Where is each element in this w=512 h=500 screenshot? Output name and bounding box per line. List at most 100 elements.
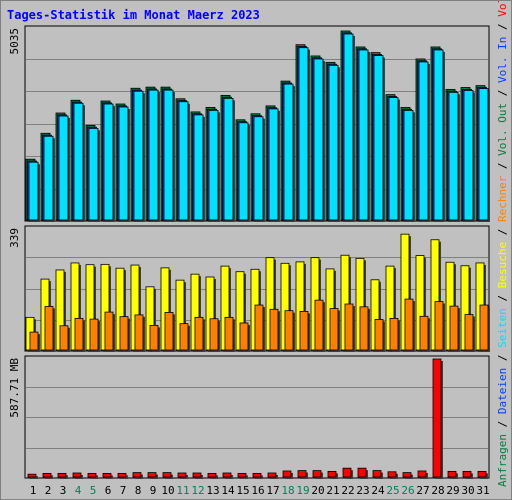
x-tick-label: 17 <box>266 484 279 497</box>
bar-rechner <box>134 314 144 351</box>
bar-volumen <box>102 472 112 478</box>
bar-seiten <box>313 58 324 221</box>
legend-label: Anfragen / Dateien / Seiten / Besuche / … <box>496 1 509 487</box>
legend-entry: / <box>496 83 509 103</box>
bar-volumen <box>297 470 307 478</box>
bar-seiten <box>358 49 369 221</box>
bar-rechner <box>449 305 459 351</box>
bar-volumen <box>342 467 352 478</box>
x-tick-label: 24 <box>371 484 385 497</box>
bar-seiten <box>208 109 219 221</box>
bar-seiten <box>448 91 459 221</box>
x-tick-label: 22 <box>341 484 354 497</box>
bar-seiten <box>373 55 384 221</box>
legend-entry: Vol. In <box>496 37 509 83</box>
bar-volumen <box>132 472 142 478</box>
bar-rechner <box>149 325 159 351</box>
x-tick-label: 7 <box>120 484 127 497</box>
bar-volumen <box>207 472 217 478</box>
bar-volumen <box>72 472 82 478</box>
x-tick-label: 5 <box>90 484 97 497</box>
bar-volumen <box>282 470 292 478</box>
bar-volumen <box>267 472 277 478</box>
bar-seiten <box>283 83 294 221</box>
bar-rechner <box>104 311 114 351</box>
bar-volumen <box>387 471 397 478</box>
bar-volumen <box>252 472 262 478</box>
bar-seiten <box>298 47 309 221</box>
bar-volumen <box>177 472 187 478</box>
bar-seiten <box>343 33 354 221</box>
x-tick-label: 6 <box>105 484 112 497</box>
bar-rechner <box>299 310 309 351</box>
x-tick-label: 4 <box>75 484 82 497</box>
bar-seiten <box>163 89 174 221</box>
bar-rechner <box>269 308 279 351</box>
bar-seiten <box>478 88 489 221</box>
bar-volumen <box>312 470 322 478</box>
x-tick-label: 13 <box>206 484 219 497</box>
x-tick-label: 3 <box>60 484 67 497</box>
x-tick-label: 9 <box>150 484 157 497</box>
bar-volumen <box>57 472 67 478</box>
bar-seiten <box>58 115 69 221</box>
legend-entry: / <box>496 414 509 434</box>
bar-seiten <box>418 61 429 221</box>
bar-rechner <box>89 318 99 351</box>
bar-volumen <box>192 472 202 478</box>
bar-rechner <box>164 312 174 351</box>
bar-rechner <box>464 314 474 351</box>
x-tick-label: 23 <box>356 484 369 497</box>
x-tick-label: 15 <box>236 484 249 497</box>
bar-volumen <box>357 467 367 478</box>
bar-rechner <box>239 322 249 351</box>
bar-volumen <box>87 472 97 478</box>
bar-rechner <box>179 323 189 351</box>
bar-rechner <box>359 306 369 351</box>
bar-rechner <box>419 315 429 351</box>
bar-seiten <box>118 106 129 221</box>
bar-volumen <box>27 473 37 478</box>
legend-entry: / <box>496 17 509 37</box>
legend-entry: / <box>496 348 509 368</box>
x-tick-label: 19 <box>296 484 309 497</box>
bar-seiten <box>463 90 474 221</box>
bar-seiten <box>178 101 189 221</box>
bar-rechner <box>389 318 399 351</box>
x-tick-label: 20 <box>311 484 324 497</box>
x-tick-label: 14 <box>221 484 235 497</box>
bar-volumen <box>447 470 457 478</box>
bar-volumen <box>147 472 157 478</box>
bar-rechner <box>209 318 219 351</box>
x-tick-label: 30 <box>461 484 474 497</box>
bar-seiten <box>73 102 84 221</box>
bar-rechner <box>59 325 69 351</box>
legend-entry: Anfragen <box>496 434 509 487</box>
x-tick-label: 18 <box>281 484 294 497</box>
bar-seiten <box>88 128 99 221</box>
legend-entry: / <box>496 156 509 176</box>
legend-entry: Volumen <box>496 1 509 17</box>
bar-seiten <box>253 116 264 221</box>
x-tick-label: 12 <box>191 484 204 497</box>
x-tick-label: 31 <box>476 484 489 497</box>
bar-seiten <box>223 97 234 221</box>
bar-volumen <box>402 472 412 478</box>
bar-seiten <box>103 103 114 221</box>
bar-volumen-shadow <box>30 476 38 479</box>
x-tick-label: 11 <box>176 484 189 497</box>
bar-seiten <box>133 90 144 221</box>
bar-rechner <box>74 318 84 351</box>
x-tick-label: 25 <box>386 484 399 497</box>
bar-rechner <box>224 316 234 351</box>
y-axis-max-label: 5035 <box>8 28 21 55</box>
bar-rechner <box>284 310 294 351</box>
bar-rechner <box>119 316 129 351</box>
bar-volumen <box>117 472 127 478</box>
bar-rechner <box>44 306 54 351</box>
x-tick-label: 1 <box>30 484 37 497</box>
legend-entry: / <box>496 288 509 308</box>
bar-rechner <box>254 304 264 351</box>
